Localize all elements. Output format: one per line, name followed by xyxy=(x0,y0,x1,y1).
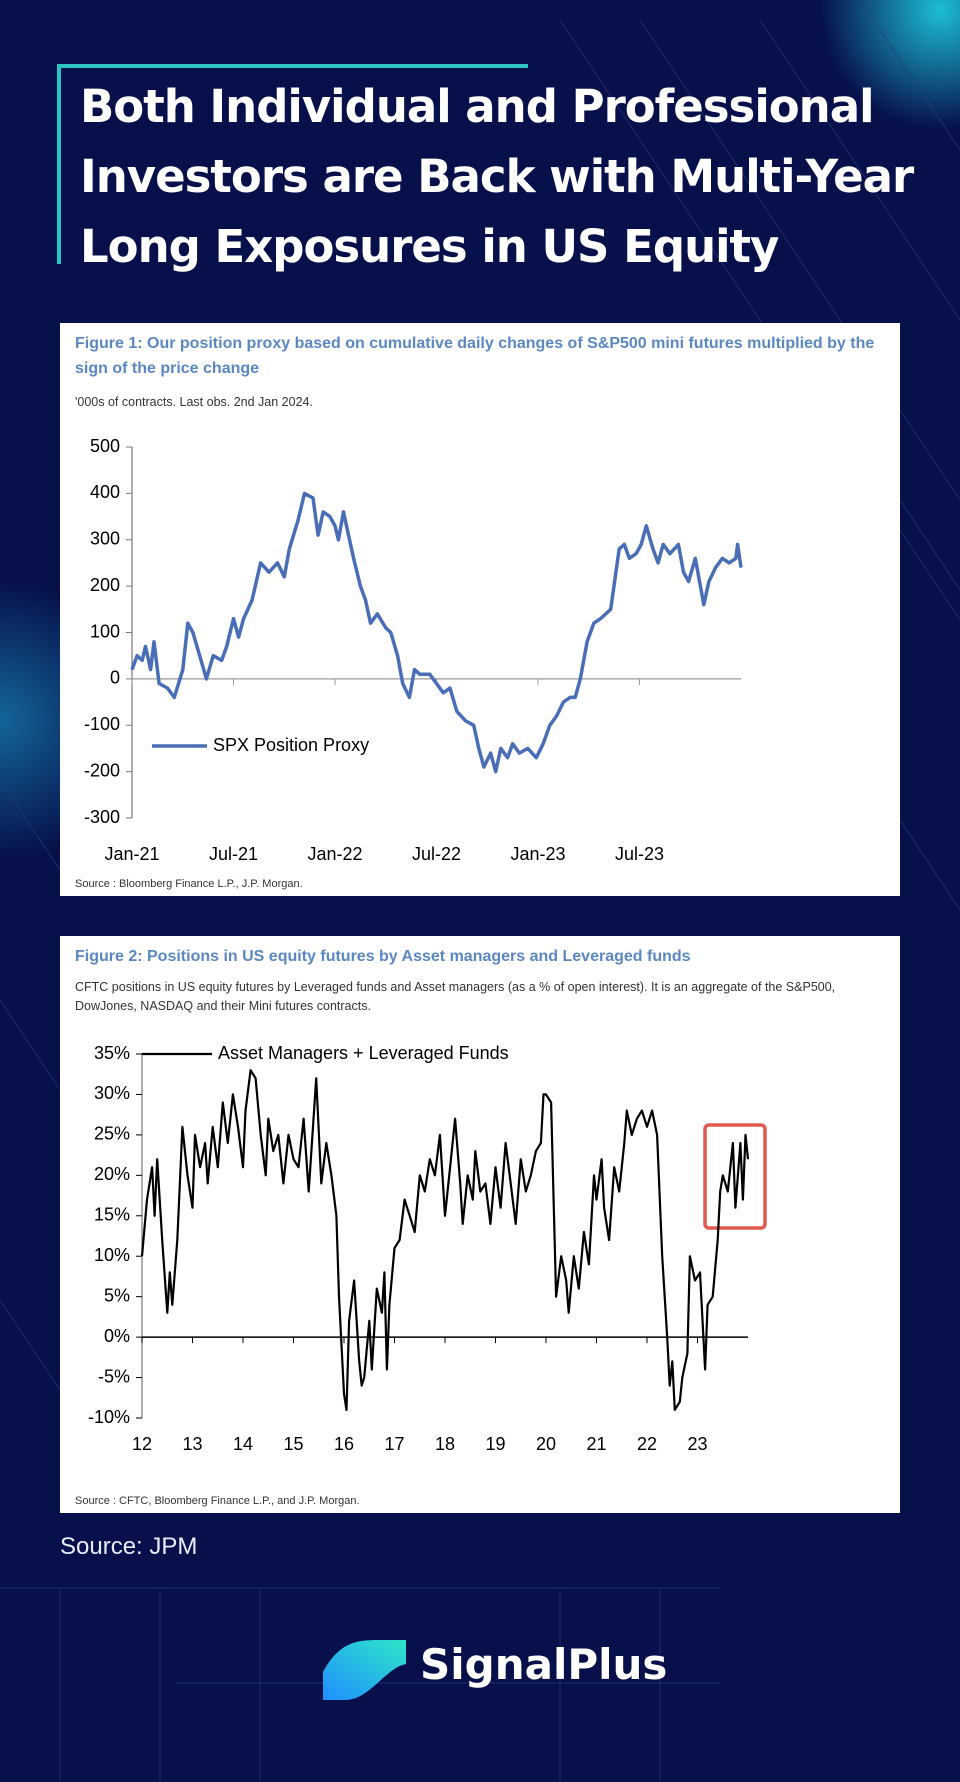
figure-subtitle: '000s of contracts. Last obs. 2nd Jan 20… xyxy=(75,395,313,409)
y-tick-label: -100 xyxy=(84,714,120,734)
x-tick-label: 12 xyxy=(132,1434,152,1454)
figure-title: Figure 2: Positions in US equity futures… xyxy=(75,948,691,965)
figure-source: Source : CFTC, Bloomberg Finance L.P., a… xyxy=(75,1495,360,1507)
x-tick-label: 20 xyxy=(536,1434,556,1454)
x-tick-label: Jan-21 xyxy=(104,844,159,864)
y-tick-label: -5% xyxy=(98,1366,130,1386)
title-accent xyxy=(57,64,528,264)
y-tick-label: 0% xyxy=(104,1326,130,1346)
x-tick-label: 13 xyxy=(182,1434,202,1454)
x-tick-label: 18 xyxy=(435,1434,455,1454)
y-tick-label: 10% xyxy=(94,1245,130,1265)
x-tick-label: 19 xyxy=(485,1434,505,1454)
highlight-box xyxy=(703,1123,767,1230)
chart: -10% -5% 0% 5% 10% 15% 20% 25% 30% 35% 12 13 14 15 16 1… xyxy=(88,1043,767,1454)
logo-icon xyxy=(323,1640,406,1700)
y-tick-label: 35% xyxy=(94,1043,130,1063)
figure-title: Figure 1: Our position proxy based on cu… xyxy=(75,335,875,377)
x-tick-label: Jan-22 xyxy=(307,844,362,864)
legend-label: SPX Position Proxy xyxy=(213,735,369,755)
legend-label: Asset Managers + Leveraged Funds xyxy=(218,1043,509,1063)
data-line xyxy=(130,491,743,774)
x-tick-label: 22 xyxy=(637,1434,657,1454)
y-tick-label: 20% xyxy=(94,1164,130,1184)
y-tick-label: -10% xyxy=(88,1407,130,1427)
figure-source: Source : Bloomberg Finance L.P., J.P. Mo… xyxy=(75,878,303,890)
y-tick-label: 200 xyxy=(90,575,120,595)
x-tick-label: 15 xyxy=(283,1434,303,1454)
y-tick-label: 0 xyxy=(110,668,120,688)
y-tick-label: 100 xyxy=(90,621,120,641)
chart: -300 -200 -100 0 100 200 300 400 500 Jan-21 Jul-21… xyxy=(84,436,743,864)
x-tick-label: Jul-23 xyxy=(615,844,664,864)
y-tick-label: 30% xyxy=(94,1083,130,1103)
x-tick-label: 14 xyxy=(233,1434,253,1454)
y-tick-label: 15% xyxy=(94,1205,130,1225)
y-tick-label: 500 xyxy=(90,436,120,456)
y-tick-label: -300 xyxy=(84,807,120,827)
brand-name: SignalPlus xyxy=(420,1640,668,1689)
data-line xyxy=(140,1069,750,1411)
x-tick-label: 16 xyxy=(334,1434,354,1454)
x-tick-label: 17 xyxy=(384,1434,404,1454)
y-tick-label: 400 xyxy=(90,482,120,502)
x-tick-label: 21 xyxy=(586,1434,606,1454)
y-tick-label: 300 xyxy=(90,529,120,549)
figure-subtitle: CFTC positions in US equity futures by L… xyxy=(75,980,836,1013)
figure-panel: -10% -5% 0% 5% 10% 15% 20% 25% 30% 35% 12 13 14 15 16 1… xyxy=(60,936,900,1513)
y-tick-label: 25% xyxy=(94,1124,130,1144)
x-tick-label: Jul-22 xyxy=(412,844,461,864)
page-source: Source: JPM xyxy=(60,1533,198,1560)
y-tick-label: -200 xyxy=(84,760,120,780)
page-title: Both Individual and Professional Investo… xyxy=(80,80,914,273)
figure-panel: -300 -200 -100 0 100 200 300 400 500 Jan-21 Jul-21… xyxy=(60,323,900,896)
x-tick-label: Jan-23 xyxy=(510,844,565,864)
x-tick-label: 23 xyxy=(687,1434,707,1454)
y-tick-label: 5% xyxy=(104,1285,130,1305)
x-tick-label: Jul-21 xyxy=(209,844,258,864)
